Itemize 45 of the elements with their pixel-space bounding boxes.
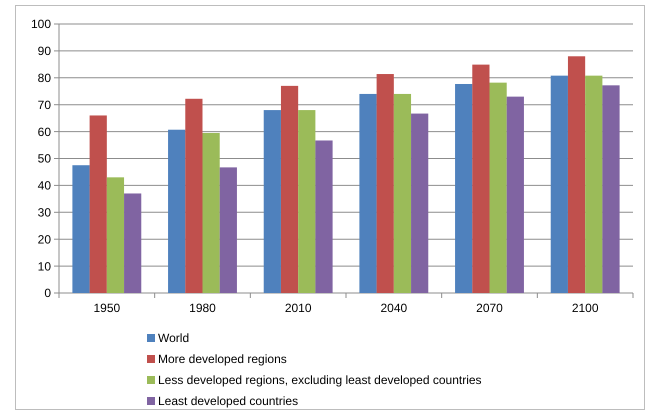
legend-label: Least developed countries	[158, 394, 298, 408]
y-tick-label: 80	[38, 71, 52, 85]
x-tick-label: 1980	[189, 301, 216, 315]
y-tick-label: 40	[38, 178, 52, 193]
bar	[490, 82, 507, 293]
x-tick-label: 2070	[476, 301, 504, 315]
bar	[411, 114, 428, 293]
bar	[394, 94, 412, 293]
y-tick-label: 10	[38, 259, 52, 274]
bar	[359, 94, 377, 293]
y-tick-label: 30	[38, 206, 52, 220]
y-tick-label: 50	[38, 152, 52, 166]
bar	[506, 96, 524, 293]
bar	[168, 130, 186, 293]
y-tick-label: 20	[38, 232, 52, 246]
bar	[106, 177, 124, 293]
bar	[185, 98, 202, 293]
legend-label: More developed regions	[158, 352, 287, 366]
x-tick-label: 1950	[93, 301, 121, 315]
legend-label: World	[158, 331, 190, 346]
bar	[298, 110, 316, 293]
y-tick-label: 60	[38, 124, 52, 139]
x-tick-label: 2040	[380, 301, 408, 315]
bar	[124, 193, 142, 293]
bar	[315, 140, 333, 293]
y-tick-label: 100	[30, 17, 52, 32]
bar	[585, 76, 602, 293]
bar	[376, 74, 394, 293]
bar	[220, 167, 237, 293]
bar	[264, 110, 281, 293]
bar	[550, 76, 568, 293]
bar	[455, 84, 472, 293]
bar	[568, 56, 586, 293]
bar	[280, 86, 298, 293]
bar	[472, 64, 490, 293]
x-tick-label: 2010	[284, 301, 312, 315]
y-tick-label: 90	[38, 44, 52, 58]
bar	[602, 85, 620, 293]
y-tick-label: 0	[44, 286, 52, 300]
bar	[90, 115, 107, 293]
bar	[202, 132, 220, 293]
x-tick-label: 2100	[572, 301, 599, 315]
legend-label: Less developed regions, excluding least developed countries	[158, 373, 482, 388]
y-tick-label: 70	[38, 98, 52, 112]
bar	[72, 165, 90, 293]
